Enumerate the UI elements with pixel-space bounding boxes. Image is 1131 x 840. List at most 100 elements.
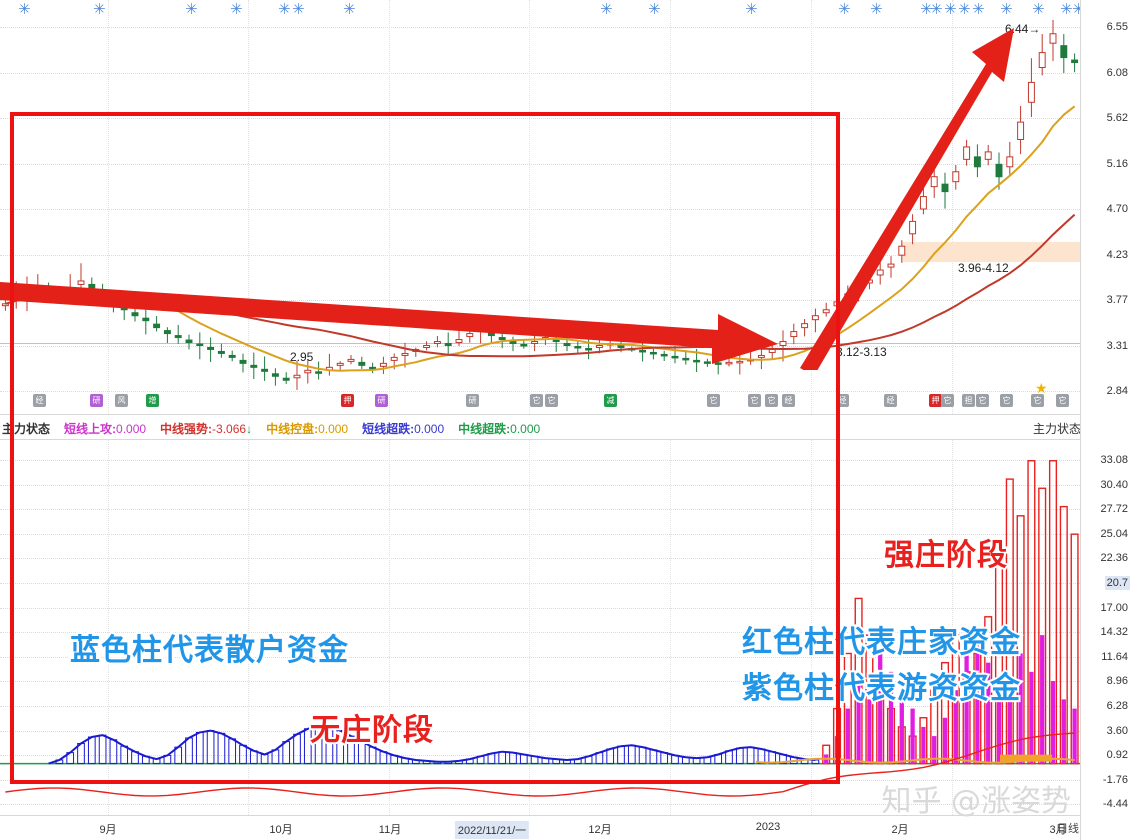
strong-banker-phase-note: 强庄阶段 (882, 536, 1009, 575)
price-axis-tick: 2.84 (1106, 385, 1128, 397)
chart-event-marker-icon[interactable]: 研 (466, 394, 479, 407)
hot-money-funds-note: 紫色柱代表游资资金 (740, 669, 1022, 708)
price-vgridline (389, 0, 390, 414)
signal-star-icon[interactable]: ✳ (972, 1, 985, 18)
no-banker-phase-note: 无庄阶段 (308, 711, 435, 750)
chart-event-marker-icon[interactable]: 研 (90, 394, 103, 407)
signal-star-icon[interactable]: ✳ (958, 1, 971, 18)
indicator-value: 0.000 (116, 421, 147, 436)
signal-star-icon[interactable]: ✳ (648, 1, 661, 18)
chart-event-marker-icon[interactable]: 它 (748, 394, 761, 407)
indicator-value: 0.000 (414, 421, 445, 436)
signal-star-icon[interactable]: ✳ (18, 1, 31, 18)
fund-gridline (0, 533, 1080, 535)
fund-gridline (0, 460, 1080, 461)
indicator-value: 0.000 (318, 421, 349, 436)
indicator-zhongxianchaodie[interactable]: 中线超跌:0.000 (458, 420, 540, 437)
chart-event-marker-icon[interactable]: 风 (115, 394, 128, 407)
chart-event-marker-icon[interactable]: 它 (941, 394, 954, 407)
price-vgridline (108, 0, 109, 414)
chart-event-marker-icon[interactable]: 研 (375, 394, 388, 407)
signal-star-icon[interactable]: ✳ (600, 1, 613, 18)
fund-gridline (0, 607, 1080, 609)
signal-star-icon[interactable]: ✳ (278, 1, 291, 18)
signal-star-icon[interactable]: ✳ (1060, 1, 1073, 18)
fund-vgridline (670, 440, 671, 815)
chart-event-marker-icon[interactable]: 增 (146, 394, 159, 407)
price-gridline (0, 118, 1080, 119)
fund-axis-tick: 14.32 (1100, 626, 1128, 639)
chart-event-marker-icon[interactable]: 它 (1056, 394, 1069, 407)
chart-event-marker-icon[interactable]: 它 (976, 394, 989, 407)
chart-event-marker-icon[interactable]: 它 (1031, 394, 1044, 407)
chart-event-marker-icon[interactable]: 它 (707, 394, 720, 407)
chart-event-marker-icon[interactable]: 它 (545, 394, 558, 407)
fund-vgridline (248, 440, 249, 815)
date-axis-tick: 12月 (588, 824, 612, 836)
signal-star-icon[interactable]: ✳ (185, 1, 198, 18)
signal-star-icon[interactable]: ✳ (838, 1, 851, 18)
signal-star-icon[interactable]: ✳ (870, 1, 883, 18)
fund-gridline (0, 583, 1080, 584)
signal-star-icon[interactable]: ✳ (1000, 1, 1013, 18)
indicator-zhongxiankongpan[interactable]: 中线控盘:0.000 (266, 420, 348, 437)
fund-gridline (0, 804, 1080, 806)
chart-event-marker-icon[interactable]: 减 (604, 394, 617, 407)
fund-axis-tick: 6.28 (1106, 700, 1128, 712)
indicator-label: 短线超跌: (362, 421, 415, 436)
date-axis-tick: 3月 (1049, 824, 1067, 836)
down-arrow-icon: ↓ (246, 421, 253, 436)
signal-star-icon[interactable]: ✳ (944, 1, 957, 18)
indicator-label: 短线上攻: (64, 421, 117, 436)
price-axis-tick: 4.23 (1106, 248, 1128, 261)
chart-event-marker-icon[interactable]: 经 (782, 394, 795, 407)
signal-star-icon[interactable]: ✳ (343, 1, 356, 18)
banker-funds-note: 红色柱代表庄家资金 (740, 623, 1022, 662)
signal-star-icon[interactable]: ✳ (930, 1, 943, 18)
chart-event-marker-icon[interactable]: 担 (962, 394, 975, 407)
price-marker-icon-row[interactable]: 经研风增押研研它它减它它它经经经押它担它它它它 (0, 392, 1069, 410)
fund-axis-tick: 0.92 (1106, 749, 1128, 762)
price-axis-tick: 5.16 (1106, 157, 1128, 170)
indicator-status-bar[interactable]: 主力状态 短线上攻:0.000 中线强势:-3.066↓ 中线控盘:0.000 … (0, 414, 1131, 440)
price-vgridline (529, 0, 530, 414)
chart-event-marker-icon[interactable]: 经 (884, 394, 897, 407)
date-axis-tick: 9月 (99, 824, 117, 836)
chart-event-marker-icon[interactable]: 它 (1000, 394, 1013, 407)
chart-event-marker-icon[interactable]: 押 (929, 394, 942, 407)
fund-gridline (0, 730, 1080, 732)
signal-star-icon[interactable]: ✳ (920, 1, 933, 18)
chart-event-marker-icon[interactable]: 经 (33, 394, 46, 407)
chart-event-marker-icon[interactable]: 经 (836, 394, 849, 407)
fund-vgridline (529, 440, 530, 815)
signal-star-icon[interactable]: ✳ (1032, 1, 1045, 18)
chart-event-marker-icon[interactable]: 押 (341, 394, 354, 407)
indicator-zhongxianqiangshi[interactable]: 中线强势:-3.066↓ (160, 420, 252, 437)
fund-axis-tick: 33.08 (1100, 454, 1128, 466)
chart-event-marker-icon[interactable]: 它 (765, 394, 778, 407)
fund-axis-tick: 30.40 (1100, 478, 1128, 491)
price-gridline (0, 391, 1080, 392)
price-chart-panel[interactable]: 6.44→ 3.96-4.12 3.12-3.13 2.95 经研风增押研研它它… (0, 0, 1080, 414)
yellow-star-icon[interactable]: ★ (1035, 380, 1048, 396)
price-axis-tick: 4.70 (1106, 203, 1128, 215)
price-axis-tick: 6.08 (1106, 66, 1128, 79)
indicator-duanxianshanggong[interactable]: 短线上攻:0.000 (64, 420, 146, 437)
date-axis-tick: 10月 (269, 824, 293, 836)
indicator-value: -3.066 (212, 421, 247, 436)
fund-gridline (0, 632, 1080, 634)
indicator-duanxianchaodie[interactable]: 短线超跌:0.000 (362, 420, 444, 437)
fund-axis-tick: 3.60 (1106, 724, 1128, 737)
fund-vgridline (811, 440, 812, 815)
chart-event-marker-icon[interactable]: 它 (530, 394, 543, 407)
indicator-label: 中线强势: (160, 421, 213, 436)
price-axis-tick: 3.31 (1106, 339, 1128, 352)
price-gridline (0, 72, 1080, 74)
price-axis-tick: 6.55 (1106, 21, 1128, 33)
signal-star-icon[interactable]: ✳ (745, 1, 758, 18)
signal-star-icon[interactable]: ✳ (93, 1, 106, 18)
indicator-label: 中线超跌: (458, 421, 511, 436)
fund-gridline (0, 509, 1080, 511)
signal-star-icon[interactable]: ✳ (292, 1, 305, 18)
signal-star-icon[interactable]: ✳ (230, 1, 243, 18)
